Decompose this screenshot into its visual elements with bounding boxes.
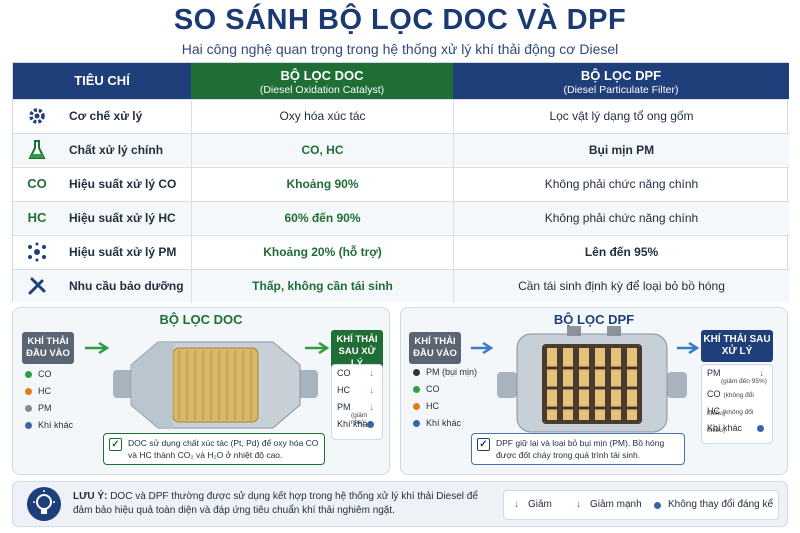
legend-no-change: Không thay đổi đáng kể [668,499,774,510]
check-icon: ✓ [109,438,122,451]
lightbulb-icon [27,487,61,521]
list-item: PM ↓ (giảm đến 95%) [702,365,772,385]
arrow-down-icon: ↓ [369,368,375,378]
arrow-right-icon [85,342,110,354]
doc-cell: Oxy hóa xúc tác [191,100,453,133]
doc-input-tag: KHÍ THẢI ĐẦU VÀO [22,332,74,364]
no-change-icon [757,425,764,432]
legend: ↓ Giảm ↓ Giảm mạnh Không thay đổi đáng k… [503,490,779,520]
arrow-down-icon: ↓ [369,385,375,395]
row-label: Hiệu suất xử lý HC [69,211,176,225]
header-dpf-title: BỘ LỌC DPF [580,68,662,83]
header-criteria: TIÊU CHÍ [13,63,191,99]
list-item: Khí khác [413,415,477,432]
note-body: DOC và DPF thường được sử dụng kết hợp t… [73,491,478,516]
arrow-right-icon [305,342,330,354]
legend-decrease: Giảm [528,499,552,510]
dpf-input-list: PM (bụi mịn) CO HC Khí khác [413,364,477,432]
particles-icon [23,241,51,263]
row-label: Hiệu suất xử lý CO [69,177,177,191]
doc-cell: 60% đến 90% [191,202,453,235]
dpf-output-list: PM ↓ (giảm đến 95%) CO (không đổi nhiều) HC… [701,364,773,444]
dpf-cell: Lên đến 95% [453,236,789,269]
list-item: PM ↓ (giảm nhẹ) [332,399,382,426]
dpf-cell: Không phải chức năng chính [453,168,789,201]
arrow-down-icon: ↓ [759,368,765,378]
doc-cell: CO, HC [191,134,453,167]
dpf-cell: Bụi mịn PM [453,134,789,167]
list-item: CO [25,366,73,383]
dpf-panel-title: BỘ LỌC DPF [553,312,635,327]
note-label: LƯU Ý: [73,491,108,502]
page-title: SO SÁNH BỘ LỌC DOC VÀ DPF [173,4,627,36]
doc-converter-image [113,341,318,429]
row-label: Nhu cầu bảo dưỡng [69,279,184,293]
arrow-down-icon: ↓ [576,499,581,510]
dpf-cell: Không phải chức năng chính [453,202,789,235]
dpf-input-tag: KHÍ THẢI ĐẦU VÀO [409,332,461,364]
dpf-cell: Lọc vật lý dạng tổ ong gốm [453,100,789,133]
doc-diagram-panel: BỘ LỌC DOC KHÍ THẢI ĐẦU VÀO CO HC PM Khí… [12,307,390,475]
doc-input-list: CO HC PM Khí khác [25,366,73,434]
arrow-down-icon: ↓ [369,402,375,412]
tools-icon [23,275,51,297]
header-doc: BỘ LỌC DOC (Diesel Oxidation Catalyst) [191,63,453,99]
arrow-right-icon [677,342,700,354]
check-icon: ✓ [477,438,490,451]
header-doc-title: BỘ LỌC DOC [280,68,364,83]
header-dpf-subtitle: (Diesel Particulate Filter) [563,84,679,96]
list-item: HC [413,398,477,415]
list-item: Khí khác [702,420,772,437]
arrow-right-icon [471,342,494,354]
list-item: Khí khác [25,417,73,434]
footer-text: LƯU Ý: DOC và DPF thường được sử dụng kế… [73,490,493,518]
table-row: Nhu cầu bảo dưỡng Thấp, không cần tái sin… [13,269,789,303]
table-row: Cơ chế xử lý Oxy hóa xúc tác Lọc vật lý dạ… [13,99,789,133]
dpf-filter-image [497,326,687,433]
header-dpf: BỘ LỌC DPF (Diesel Particulate Filter) [453,63,789,99]
no-change-icon [367,421,374,428]
doc-cell: Khoảng 20% (hỗ trợ) [191,236,453,269]
row-label: Cơ chế xử lý [69,109,143,123]
list-item: CO ↓ [332,365,382,382]
hc-icon: HC [27,210,47,225]
doc-note: ✓ DOC sử dụng chất xúc tác (Pt, Pd) để ox… [103,433,325,465]
dpf-diagram-panel: BỘ LỌC DPF KHÍ THẢI ĐẦU VÀO PM (bụi mịn)… [400,307,788,475]
dpf-note: ✓ DPF giữ lại và loại bỏ bụi mịn (PM). Bồ… [471,433,685,465]
dpf-output-tag: KHÍ THẢI SAU XỬ LÝ [701,330,773,362]
header-doc-subtitle: (Diesel Oxidation Catalyst) [259,84,385,96]
arrow-down-icon: ↓ [514,499,519,510]
list-item: PM (bụi mịn) [413,364,477,381]
list-item: HC [25,383,73,400]
flask-icon [23,139,51,161]
page-subtitle: Hai công nghệ quan trọng trong hệ thống … [181,41,619,57]
list-item: CO [413,381,477,398]
footer-note: LƯU Ý: DOC và DPF thường được sử dụng kế… [12,481,788,527]
co-icon: CO [27,176,47,191]
doc-cell: Thấp, không cần tái sinh [191,270,453,303]
doc-cell: Khoảng 90% [191,168,453,201]
list-item: HC ↓ [332,382,382,399]
row-label: Chất xử lý chính [69,143,164,157]
dpf-cell: Cần tái sinh định kỳ để loại bỏ bồ hóng [453,270,789,303]
no-change-icon [654,502,661,509]
list-item: Khí khác [337,419,374,429]
legend-strong-decrease: Giảm mạnh [590,499,642,510]
table-row: HC Hiệu suất xử lý HC 60% đến 90% Không phả… [13,201,789,235]
comparison-table: TIÊU CHÍ BỘ LỌC DOC (Diesel Oxidation Ca… [12,62,789,303]
row-label: Hiệu suất xử lý PM [69,245,177,259]
table-row: Hiệu suất xử lý PM Khoảng 20% (hỗ trợ) Lên… [13,235,789,269]
table-row: Chất xử lý chính CO, HC Bụi mịn PM [13,133,789,167]
list-item: CO (không đổi nhiều) [707,389,754,417]
gear-icon [23,105,51,127]
table-row: CO Hiệu suất xử lý CO Khoảng 90% Không phải… [13,167,789,201]
list-item: PM [25,400,73,417]
list-item: HC (không đổi nhiều) [707,406,754,434]
doc-panel-title: BỘ LỌC DOC [159,312,243,327]
doc-output-list: CO ↓ HC ↓ PM ↓ (giảm nhẹ) Khí khác [331,364,383,440]
